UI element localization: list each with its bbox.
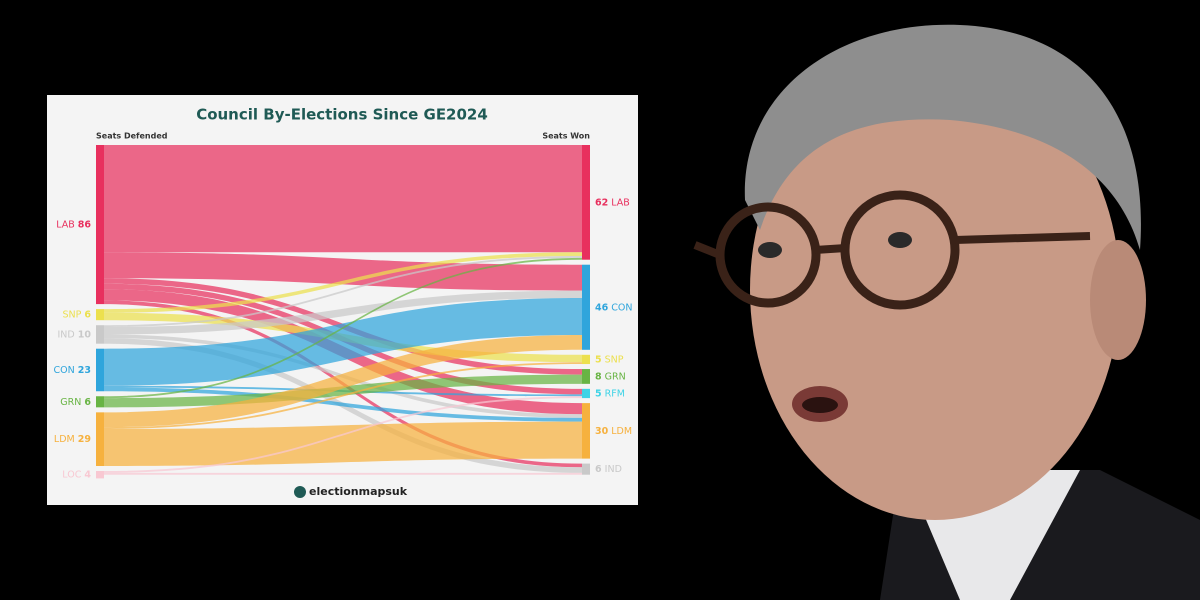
node-label: 6 IND (595, 464, 622, 475)
party-name: GRN (605, 371, 626, 382)
node (582, 264, 590, 350)
node (582, 354, 590, 365)
logo (294, 486, 306, 498)
party-name: GRN (60, 396, 81, 407)
node-label: 30 LDM (595, 425, 632, 436)
party-name: LDM (54, 434, 75, 445)
flow (104, 256, 582, 328)
flow (104, 335, 582, 428)
flow (104, 290, 582, 335)
seat-count: 10 (78, 329, 92, 340)
party-name: RFM (605, 388, 625, 399)
right-label: Seats Won (542, 132, 590, 141)
flow (104, 145, 582, 253)
flow (104, 298, 582, 386)
node-label: LAB 86 (56, 219, 91, 230)
node-label: SNP 6 (62, 309, 91, 320)
seat-count: 23 (78, 364, 91, 375)
node (96, 412, 104, 466)
seat-count: 46 (595, 302, 609, 313)
node-label: 46 CON (595, 302, 632, 313)
left-label: Seats Defended (96, 132, 168, 141)
node-label: LOC 4 (62, 469, 91, 480)
node (582, 388, 590, 399)
party-name: LAB (611, 197, 630, 208)
node (96, 396, 104, 408)
node (582, 369, 590, 384)
node-label: 62 LAB (595, 197, 630, 208)
seat-count: 29 (78, 434, 91, 445)
flow (104, 472, 582, 475)
seat-count: 5 (595, 388, 602, 399)
node (582, 463, 590, 475)
node (96, 309, 104, 321)
seat-count: 6 (84, 396, 91, 407)
flow (104, 387, 582, 422)
seat-count: 6 (84, 309, 91, 320)
seat-count: 4 (84, 469, 91, 480)
seat-count: 30 (595, 425, 609, 436)
node-label: IND 10 (58, 329, 92, 340)
party-name: LAB (56, 219, 75, 230)
node (582, 403, 590, 459)
chart-title: Council By-Elections Since GE2024 (196, 106, 488, 124)
party-name: SNP (62, 309, 81, 320)
flow (104, 396, 582, 473)
party-name: CON (611, 302, 632, 313)
party-name: IND (58, 329, 75, 340)
party-name: LDM (611, 425, 632, 436)
seat-count: 5 (595, 354, 602, 365)
flow (104, 257, 582, 399)
footer: electionmapsuk (309, 485, 408, 498)
node-label: CON 23 (54, 364, 91, 375)
party-name: IND (605, 464, 622, 475)
flow (104, 252, 582, 313)
node-label: 8 GRN (595, 371, 626, 382)
flows (104, 145, 582, 475)
node-label: 5 RFM (595, 388, 625, 399)
flow (104, 252, 582, 291)
party-name: CON (54, 364, 75, 375)
party-name: SNP (605, 354, 624, 365)
node (96, 325, 104, 344)
node-label: 5 SNP (595, 354, 624, 365)
seat-count: 86 (78, 219, 92, 230)
node-label: LDM 29 (54, 434, 91, 445)
node-label: GRN 6 (60, 396, 91, 407)
flow (104, 374, 582, 408)
seat-count: 6 (595, 464, 602, 475)
flow (104, 421, 582, 466)
node (582, 145, 590, 260)
node (96, 471, 104, 479)
flow (104, 362, 582, 429)
portrait (693, 24, 1200, 600)
node (96, 348, 104, 392)
seat-count: 8 (595, 371, 602, 382)
seat-count: 62 (595, 197, 608, 208)
node (96, 145, 104, 305)
party-name: LOC (62, 469, 81, 480)
